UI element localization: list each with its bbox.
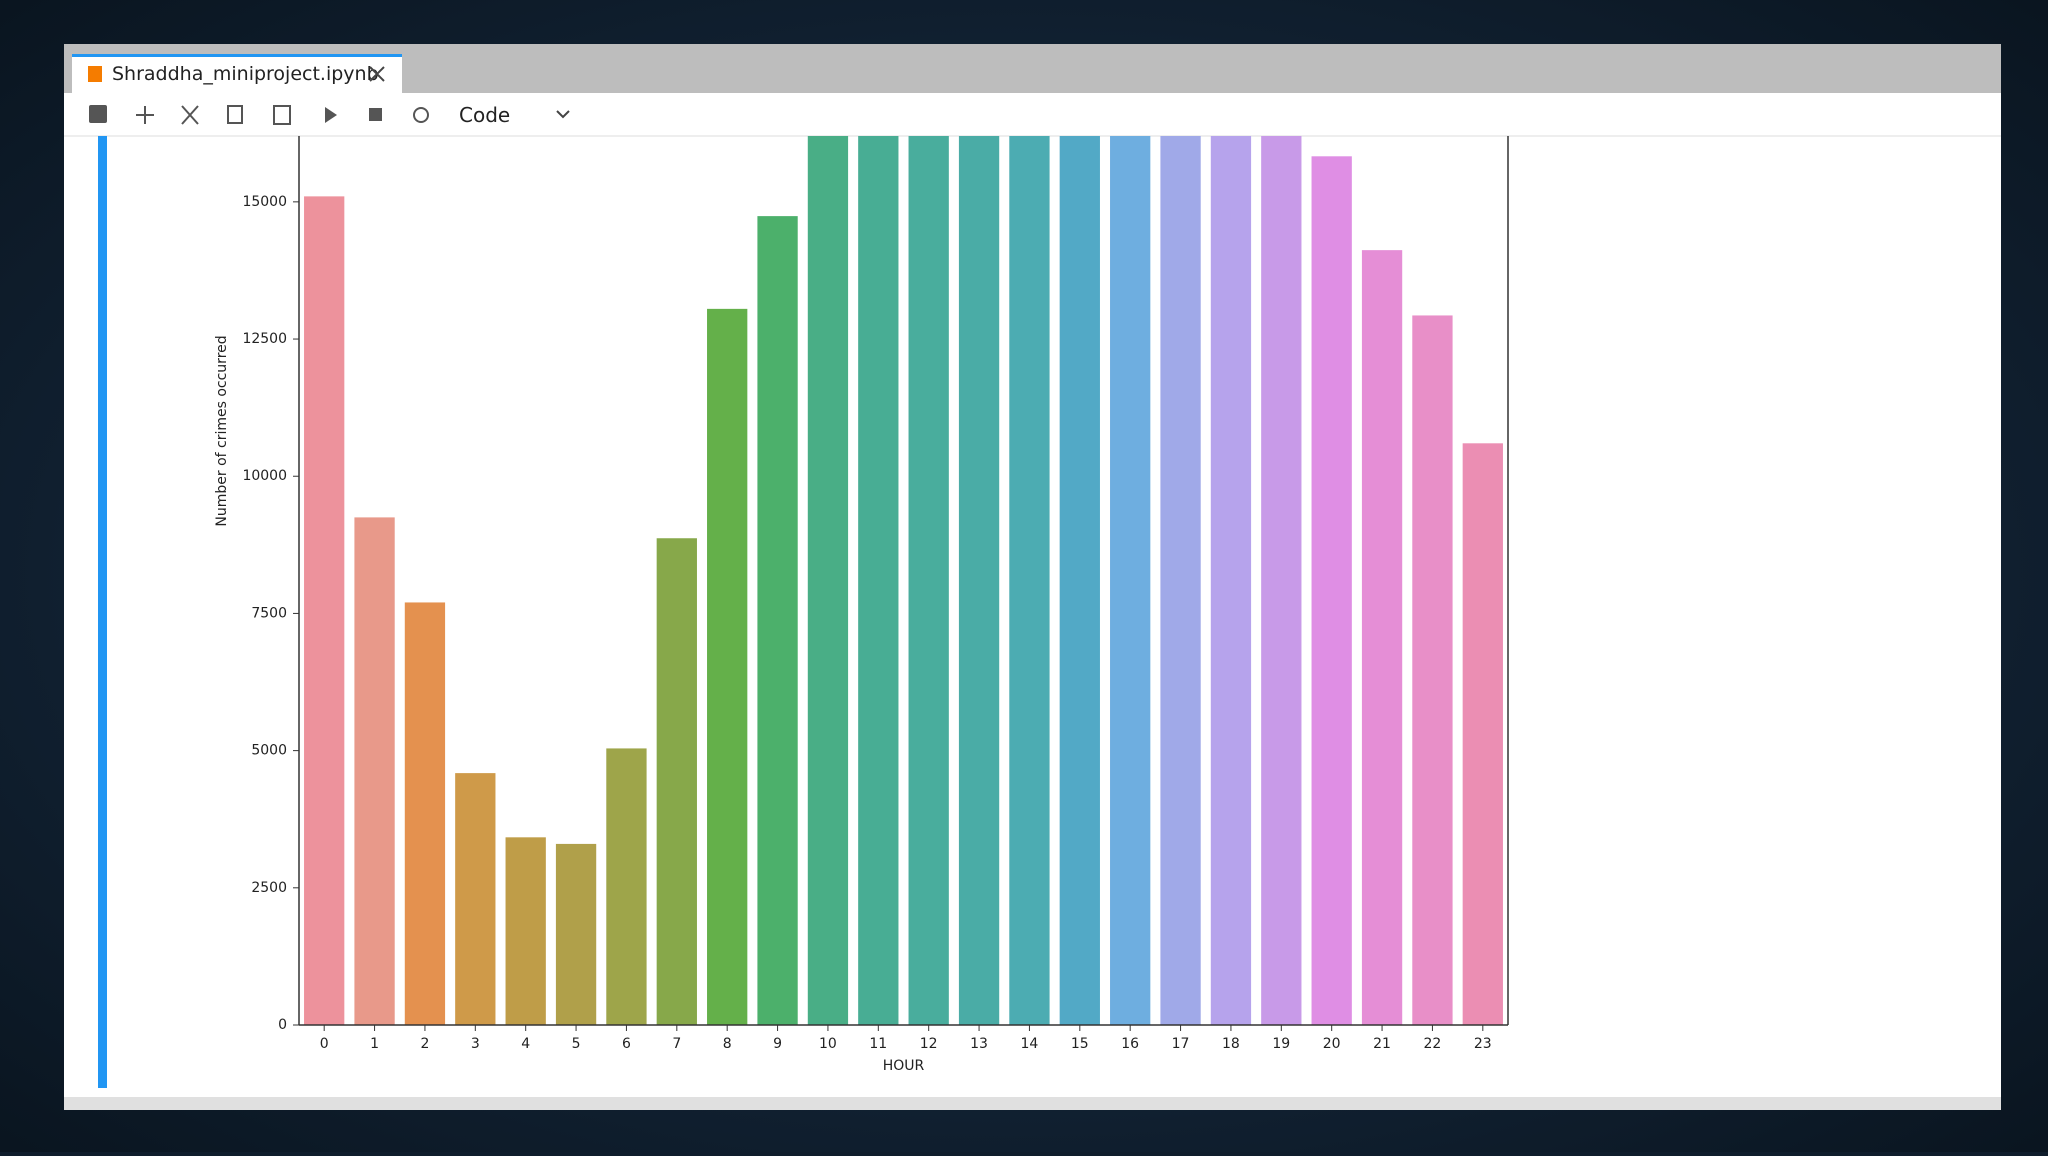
scrollbar bbox=[64, 1097, 2001, 1110]
y-tick-label: 15000 bbox=[242, 194, 287, 210]
x-tick-label: 9 bbox=[773, 1036, 782, 1052]
bar bbox=[1160, 136, 1201, 1025]
bar bbox=[606, 748, 647, 1025]
bars bbox=[304, 136, 1503, 1025]
x-tick-label: 2 bbox=[420, 1036, 429, 1052]
x-tick-label: 4 bbox=[521, 1036, 530, 1052]
x-tick-label: 8 bbox=[723, 1036, 732, 1052]
x-tick-label: 17 bbox=[1172, 1036, 1190, 1052]
insert-button[interactable] bbox=[136, 106, 154, 124]
x-axis-label: HOUR bbox=[883, 1058, 925, 1074]
bar bbox=[404, 602, 446, 1025]
tab-title: Shraddha_miniproject.ipynb bbox=[112, 63, 379, 85]
y-axis-label: Number of crimes occurred bbox=[214, 335, 230, 526]
y-tick-label: 0 bbox=[278, 1017, 287, 1033]
bar bbox=[958, 136, 1000, 1025]
bar bbox=[707, 308, 748, 1025]
x-tick-label: 10 bbox=[819, 1036, 837, 1052]
x-tick-label: 20 bbox=[1323, 1036, 1341, 1052]
tab-close[interactable] bbox=[369, 66, 385, 82]
bar bbox=[1210, 136, 1252, 1025]
bar bbox=[757, 216, 798, 1025]
cell-selection-bar bbox=[98, 136, 107, 1088]
tab[interactable] bbox=[72, 54, 402, 93]
x-tick-label: 13 bbox=[970, 1036, 988, 1052]
y-tick-label: 7500 bbox=[251, 605, 287, 621]
run-button[interactable] bbox=[325, 107, 337, 123]
y-tick-label: 2500 bbox=[251, 880, 287, 896]
x-tick-label: 14 bbox=[1021, 1036, 1039, 1052]
bar bbox=[858, 136, 899, 1025]
dropdown-arrow[interactable] bbox=[556, 110, 570, 119]
toolbar bbox=[64, 93, 2001, 136]
x-tick-label: 11 bbox=[869, 1036, 887, 1052]
tab-indicator bbox=[72, 54, 402, 57]
x-tick-label: 21 bbox=[1373, 1036, 1391, 1052]
x-tick-label: 7 bbox=[672, 1036, 681, 1052]
x-tick-label: 6 bbox=[622, 1036, 631, 1052]
x-tick-label: 23 bbox=[1474, 1036, 1492, 1052]
x-tick-label: 19 bbox=[1272, 1036, 1290, 1052]
bar bbox=[908, 136, 949, 1025]
cell-type-dropdown[interactable]: Code bbox=[459, 103, 510, 127]
save-button[interactable] bbox=[89, 105, 107, 123]
restart-button[interactable] bbox=[413, 107, 429, 123]
bar bbox=[1311, 156, 1352, 1025]
bar bbox=[304, 196, 345, 1025]
bar bbox=[656, 538, 697, 1025]
x-tick-label: 0 bbox=[320, 1036, 329, 1052]
bar bbox=[455, 773, 496, 1025]
paste-button[interactable] bbox=[273, 105, 291, 125]
bar bbox=[1361, 250, 1403, 1025]
x-tick-label: 1 bbox=[370, 1036, 379, 1052]
bar bbox=[354, 517, 395, 1025]
bar bbox=[1261, 136, 1302, 1025]
x-tick-label: 15 bbox=[1071, 1036, 1089, 1052]
x-tick-label: 12 bbox=[920, 1036, 938, 1052]
x-tick-label: 22 bbox=[1424, 1036, 1442, 1052]
x-tick-label: 3 bbox=[471, 1036, 480, 1052]
bar bbox=[1462, 443, 1503, 1025]
x-tick-label: 16 bbox=[1121, 1036, 1139, 1052]
bar bbox=[1009, 136, 1050, 1025]
x-tick-label: 18 bbox=[1222, 1036, 1240, 1052]
y-tick-label: 10000 bbox=[242, 468, 287, 484]
bar bbox=[505, 837, 546, 1025]
bar bbox=[1059, 136, 1100, 1025]
x-tick-label: 5 bbox=[572, 1036, 581, 1052]
y-tick-label: 12500 bbox=[242, 331, 287, 347]
notebook-icon bbox=[88, 66, 102, 82]
bar bbox=[807, 136, 849, 1025]
y-tick-label: 5000 bbox=[251, 743, 287, 759]
cut-button[interactable] bbox=[181, 105, 199, 125]
stop-button[interactable] bbox=[369, 108, 382, 121]
copy-button[interactable] bbox=[227, 105, 243, 124]
bar bbox=[1412, 315, 1453, 1025]
bar bbox=[555, 843, 597, 1025]
bar bbox=[1110, 136, 1151, 1025]
